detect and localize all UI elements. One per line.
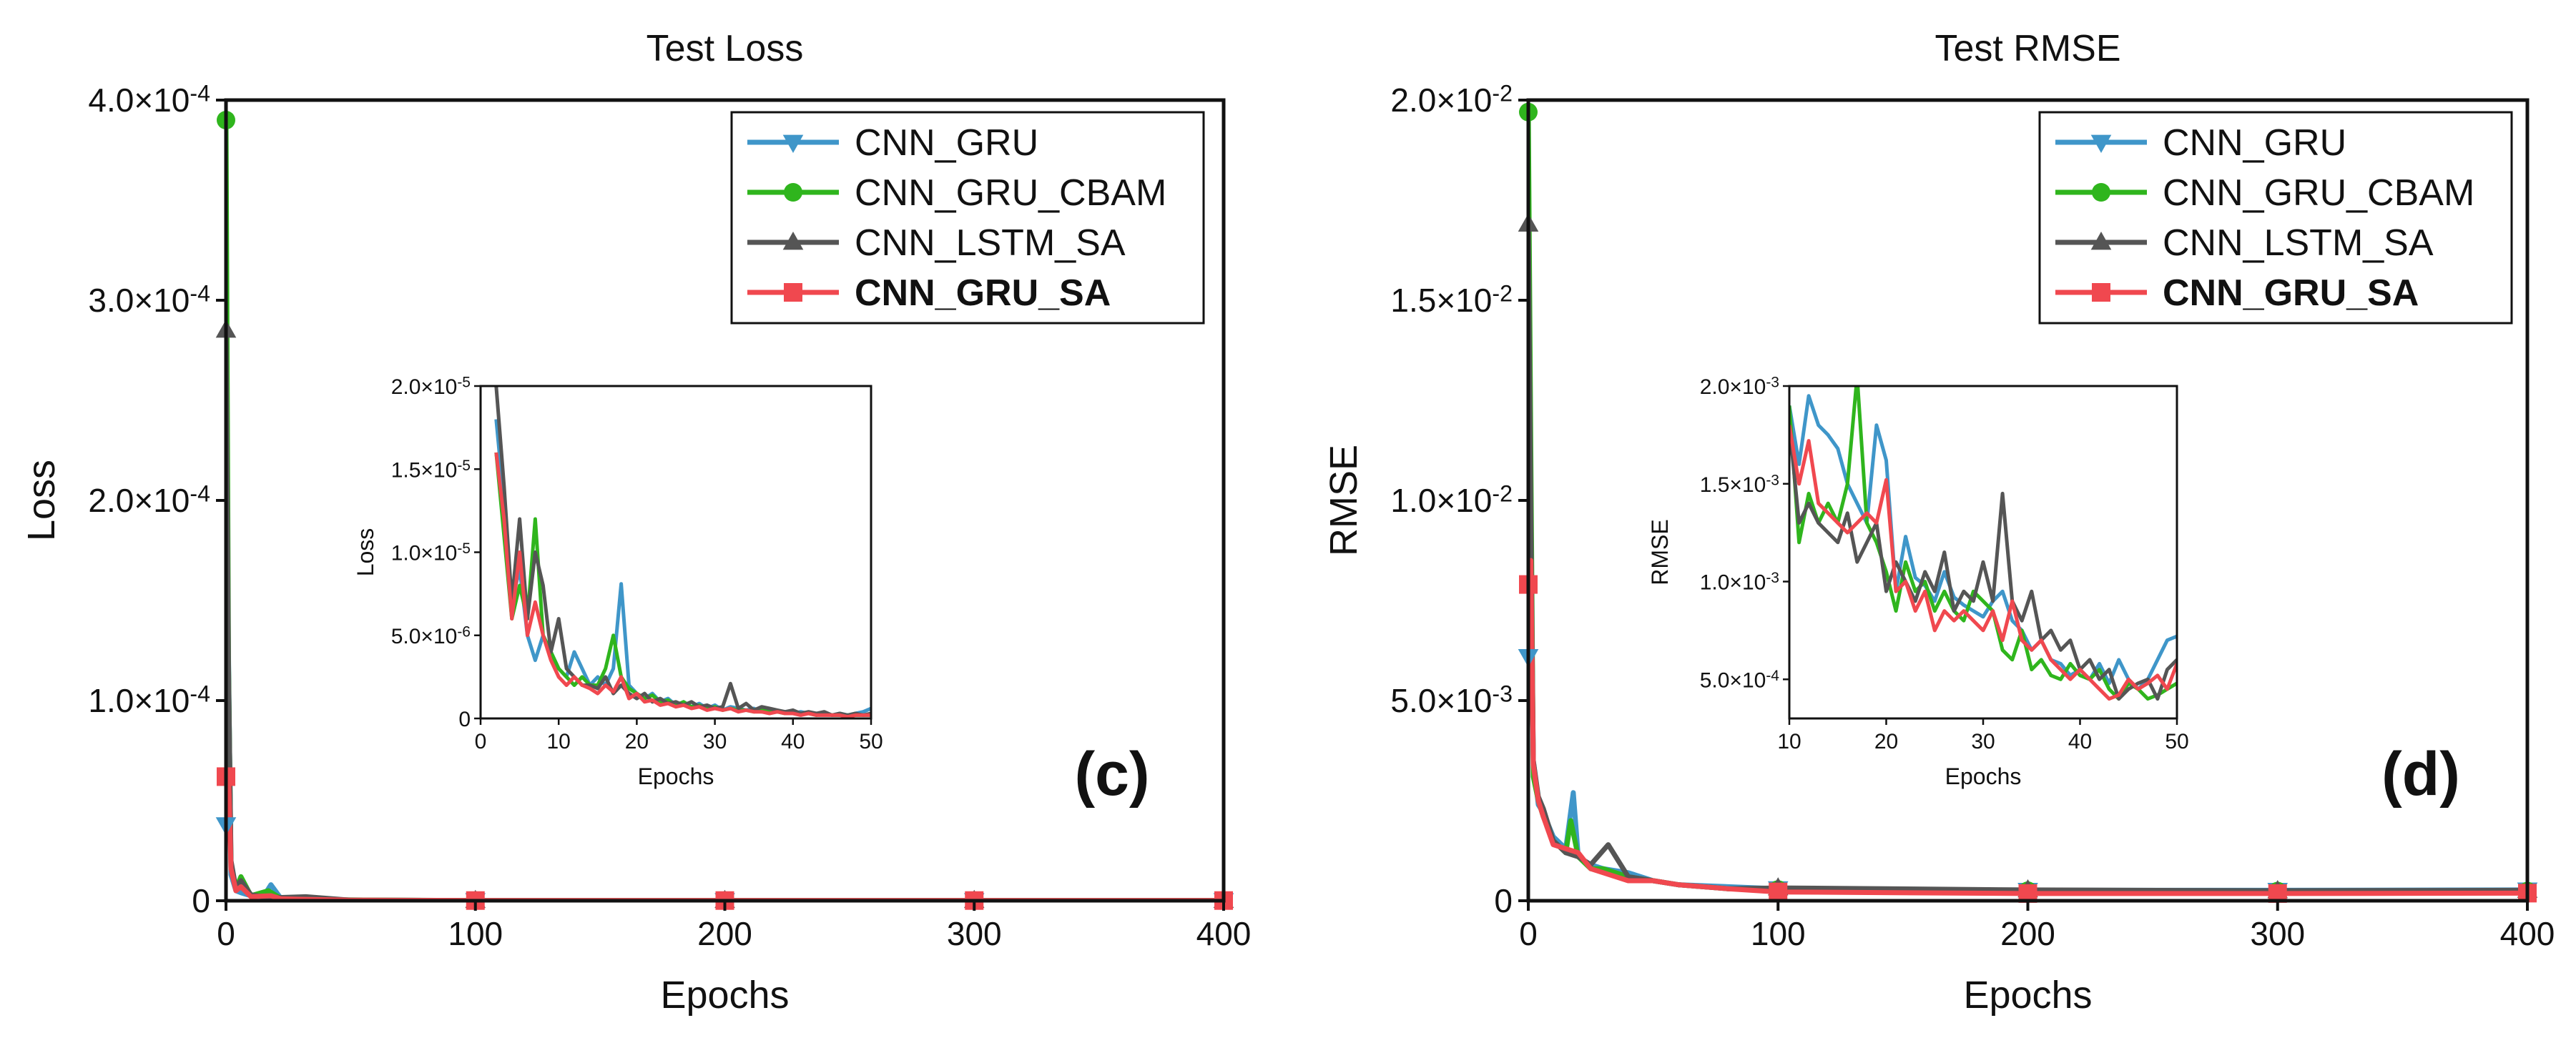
y-tick-label: 5.0×10-3 (1390, 681, 1513, 719)
legend-marker-cnn-gru (782, 134, 804, 153)
inset-x-tick-label: 30 (703, 730, 727, 753)
x-tick-label: 400 (1196, 915, 1252, 952)
x-tick-label: 0 (1519, 915, 1538, 952)
legend-marker-cnn-gru (2090, 134, 2112, 153)
inset-series-line-cnn-gru-sa (1789, 425, 2177, 701)
inset-y-tick-label: 1.5×10-5 (391, 458, 471, 482)
inset-chart: 0 10 20 30 40 50 0 5.0×10-6 1.0×10-5 1.5×10-5 2.0×… (353, 375, 883, 789)
legend-label-cnn-gru: CNN_GRU (2163, 122, 2346, 164)
legend-label-cnn-gru-sa: CNN_GRU_SA (2163, 272, 2419, 314)
inset-series-line-cnn-gru-cbam (494, 452, 871, 717)
series-line-cnn-gru-sa (1528, 558, 2527, 896)
chart-title: Test Loss (647, 28, 804, 69)
y-tick-label: 3.0×10-4 (88, 281, 210, 319)
inset-frame (1788, 385, 2178, 720)
panel-d-test-rmse: Test RMSE Epochs RMSE 0 100 200 300 400 0 5.0×10-… (1322, 28, 2555, 1017)
x-tick-label: 0 (217, 915, 235, 952)
inset-y-tick-label: 5.0×10-4 (1700, 668, 1780, 692)
inset-y-tick-label: 2.0×10-3 (1700, 375, 1779, 399)
inset-x-axis-label: Epochs (1945, 763, 2022, 789)
y-tick-label: 2.0×10-4 (88, 481, 210, 519)
inset-x-tick-label: 40 (781, 730, 805, 753)
inset-series-line-cnn-gru (494, 419, 871, 717)
inset-x-tick-label: 40 (2068, 730, 2092, 753)
legend-label-cnn-gru-cbam: CNN_GRU_CBAM (2163, 172, 2474, 214)
inset-x-axis-label: Epochs (638, 763, 714, 789)
x-tick-label: 200 (697, 915, 752, 952)
inset-y-tick-label: 1.5×10-3 (1700, 472, 1779, 496)
legend-box (2038, 111, 2513, 325)
legend: CNN_GRU CNN_GRU_CBAM CNN_LSTM_SA CNN_GRU_SA (730, 111, 1205, 325)
legend-marker-cnn-gru-sa (784, 283, 802, 302)
inset-x-tick-label: 10 (547, 730, 571, 753)
legend-label-cnn-lstm-sa: CNN_LSTM_SA (855, 222, 1126, 264)
x-tick-label: 100 (1751, 915, 1806, 952)
y-axis-label: RMSE (1322, 445, 1365, 556)
chart-title: Test RMSE (1935, 28, 2120, 69)
inset-x-tick-label: 30 (1971, 730, 1995, 753)
y-tick-label: 1.0×10-2 (1390, 481, 1513, 519)
inset-series-line-cnn-lstm-sa (1789, 425, 2177, 701)
series-marker-cnn-gru-sa (1769, 882, 1788, 901)
inset-y-tick-label: 2.0×10-5 (391, 375, 471, 399)
legend: CNN_GRU CNN_GRU_CBAM CNN_LSTM_SA CNN_GRU_SA (2038, 111, 2513, 325)
inset-y-axis-label: RMSE (1647, 519, 1673, 585)
x-tick-label: 400 (2500, 915, 2555, 952)
x-axis-label: Epochs (1963, 974, 2092, 1017)
y-tick-label: 1.0×10-4 (88, 681, 210, 719)
y-tick-label: 2.0×10-2 (1390, 81, 1513, 119)
inset-x-tick-label: 20 (1874, 730, 1898, 753)
panel-label: (c) (1074, 740, 1149, 809)
inset-series-line-cnn-gru (1789, 394, 2177, 691)
legend-marker-cnn-gru-cbam (2092, 183, 2110, 202)
inset-y-tick-label: 0 (458, 708, 471, 731)
y-tick-label: 1.5×10-2 (1390, 281, 1513, 319)
y-tick-label: 4.0×10-4 (88, 81, 210, 119)
inset-chart: 10 20 30 40 50 5.0×10-4 1.0×10-3 1.5×10-3 2.0×10… (1647, 375, 2189, 789)
inset-x-tick-label: 20 (625, 730, 649, 753)
inset-series-line-cnn-gru-sa (494, 452, 871, 718)
legend-marker-cnn-gru-cbam (784, 183, 802, 202)
x-tick-label: 300 (947, 915, 1002, 952)
legend-label-cnn-gru: CNN_GRU (855, 122, 1038, 164)
legend-marker-cnn-gru-sa (2092, 283, 2110, 302)
y-tick-label: 0 (1494, 882, 1513, 919)
inset-y-tick-label: 1.0×10-5 (391, 540, 471, 565)
inset-y-axis-label: Loss (353, 528, 378, 577)
series-line-cnn-gru (1528, 530, 2527, 893)
legend-marker-cnn-lstm-sa (2090, 232, 2112, 250)
legend-marker-cnn-lstm-sa (782, 232, 804, 250)
inset-x-tick-label: 10 (1777, 730, 1801, 753)
legend-label-cnn-gru-sa: CNN_GRU_SA (855, 272, 1111, 314)
legend-box (730, 111, 1205, 325)
inset-x-tick-label: 50 (2165, 730, 2188, 753)
x-axis-label: Epochs (660, 974, 789, 1017)
series-line-cnn-lstm-sa (226, 330, 1224, 901)
inset-y-tick-label: 1.0×10-3 (1700, 570, 1779, 594)
x-tick-label: 200 (2000, 915, 2055, 952)
legend-label-cnn-lstm-sa: CNN_LSTM_SA (2163, 222, 2434, 264)
y-axis-label: Loss (20, 460, 63, 541)
inset-y-tick-label: 5.0×10-6 (391, 623, 471, 648)
inset-x-tick-label: 50 (859, 730, 883, 753)
x-tick-label: 300 (2250, 915, 2305, 952)
inset-x-tick-label: 0 (475, 730, 487, 753)
legend-label-cnn-gru-cbam: CNN_GRU_CBAM (855, 172, 1166, 214)
x-tick-label: 100 (448, 915, 503, 952)
inset-series-line-cnn-gru-cbam (1789, 386, 2177, 701)
panel-label: (d) (2381, 740, 2460, 809)
y-tick-label: 0 (192, 882, 210, 919)
